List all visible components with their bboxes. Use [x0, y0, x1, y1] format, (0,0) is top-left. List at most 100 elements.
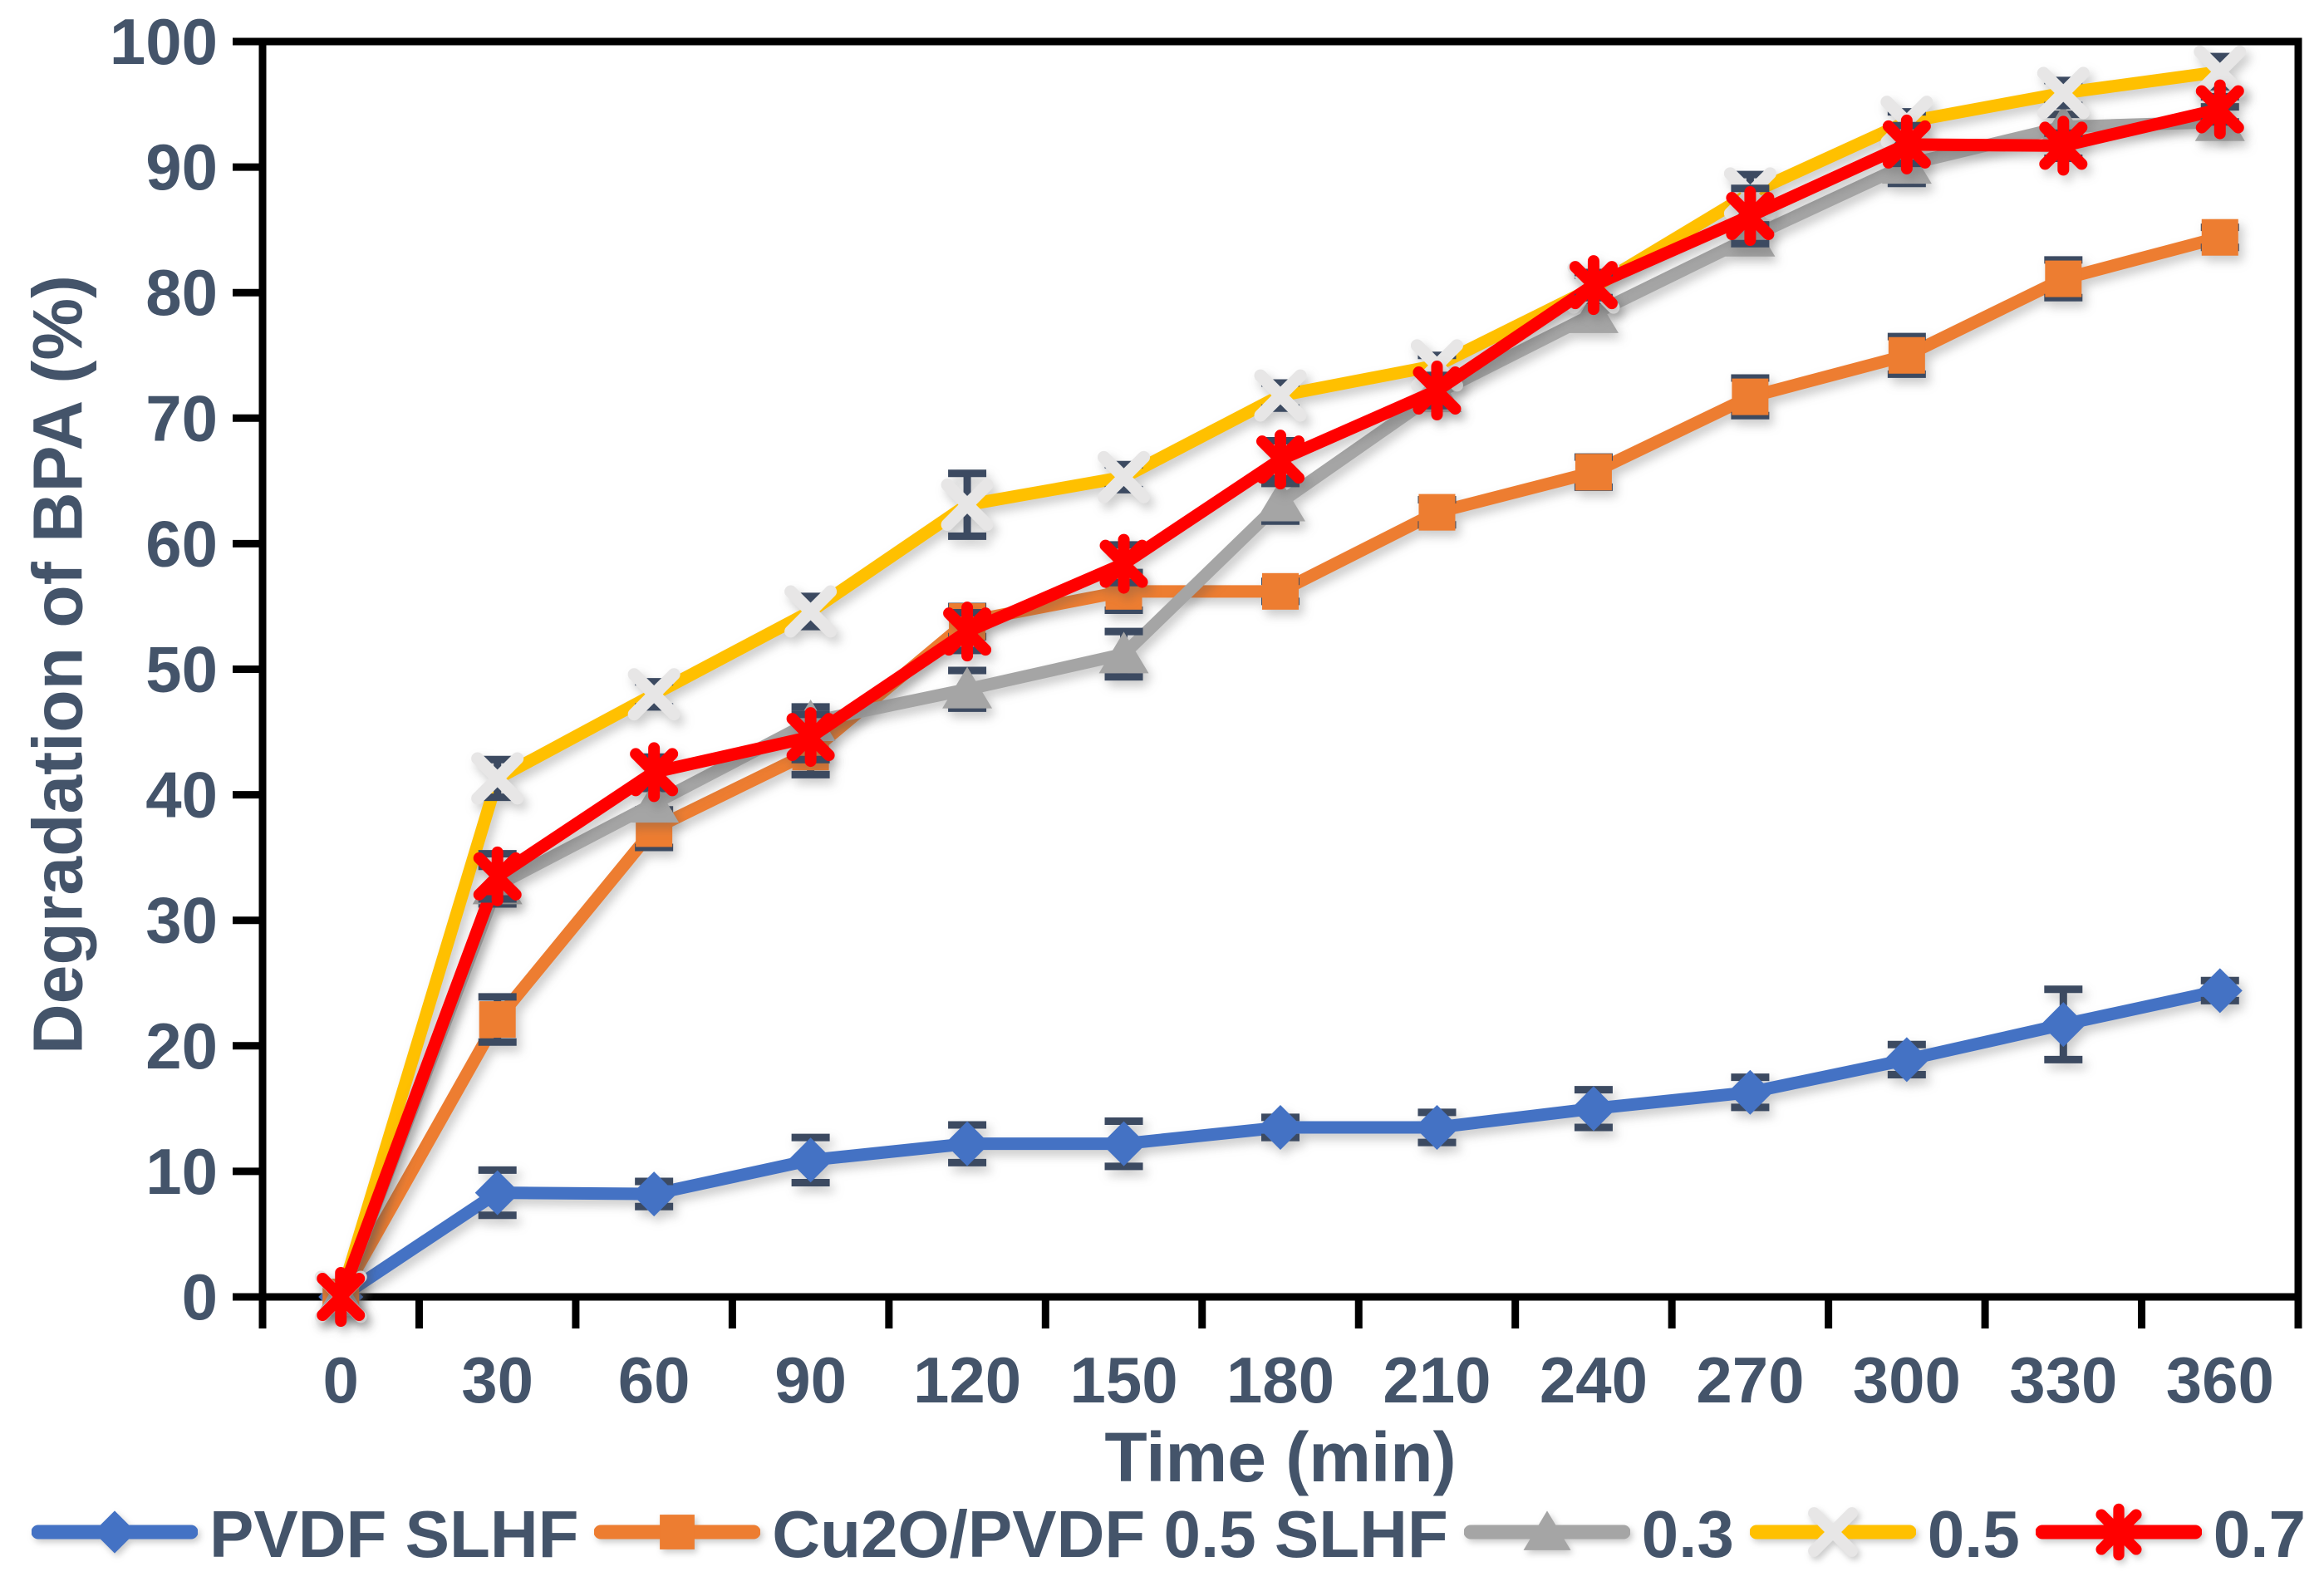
- y-axis-title: Degradation of BPA (%): [18, 275, 97, 1054]
- marker-x: [471, 752, 524, 805]
- x-tick-label: 300: [1853, 1343, 1961, 1417]
- marker-diamond: [2197, 968, 2243, 1014]
- x-tick-label: 90: [774, 1343, 847, 1417]
- marker-square: [2201, 219, 2238, 256]
- x-tick-label: 330: [2009, 1343, 2117, 1417]
- marker-triangle: [1255, 479, 1305, 522]
- marker-asterisk: [1413, 361, 1462, 421]
- legend-swatch: [593, 1515, 761, 1549]
- legend-item: Cu2O/PVDF 0.5 SLHF: [593, 1492, 1448, 1576]
- y-tick-label: 100: [110, 5, 218, 78]
- legend-marker-x-icon: [1749, 1492, 1917, 1576]
- legend-item: 0.3: [1463, 1492, 1734, 1576]
- marker-diamond: [1884, 1037, 1929, 1083]
- legend-label: 0.3: [1641, 1496, 1734, 1571]
- marker-asterisk: [786, 707, 835, 768]
- marker-asterisk: [943, 602, 992, 662]
- marker-x: [627, 668, 680, 721]
- marker-asterisk: [1099, 533, 1148, 594]
- series-0.7: [317, 79, 2244, 1327]
- marker-diamond: [474, 1170, 520, 1215]
- y-tick-label: 60: [145, 507, 218, 580]
- x-tick-label: 120: [913, 1343, 1021, 1417]
- marker-diamond: [945, 1121, 990, 1166]
- marker-diamond: [2041, 1002, 2086, 1048]
- legend-swatch: [1463, 1510, 1631, 1550]
- y-axis: 0 10 20 30 40 50 60 70 80 90 100: [110, 5, 263, 1333]
- legend-label: PVDF SLHF: [209, 1496, 579, 1571]
- marker-square: [1575, 454, 1612, 491]
- legend-swatch: [2035, 1503, 2203, 1561]
- legend-item: 0.5: [1749, 1492, 2020, 1576]
- x-tick-label: 30: [461, 1343, 533, 1417]
- x-tick-label: 360: [2166, 1343, 2274, 1417]
- marker-asterisk: [630, 742, 679, 803]
- marker-x: [1254, 369, 1307, 422]
- legend-marker-asterisk-icon: [2035, 1492, 2203, 1576]
- x-tick-label: 270: [1696, 1343, 1804, 1417]
- series-pvdf-slhf: [318, 968, 2243, 1319]
- marker-x: [784, 585, 838, 638]
- marker-diamond: [1414, 1105, 1460, 1151]
- legend-marker-triangle-icon: [1463, 1492, 1631, 1576]
- legend-label: Cu2O/PVDF 0.5 SLHF: [772, 1496, 1448, 1571]
- markers: [318, 968, 2243, 1319]
- marker-asterisk: [1882, 114, 1931, 174]
- marker-square: [2045, 260, 2082, 297]
- marker-square: [1418, 494, 1456, 531]
- x-tick-label: 180: [1226, 1343, 1334, 1417]
- marker-diamond: [1258, 1105, 1303, 1151]
- legend-marker-square-icon: [593, 1492, 761, 1576]
- legend-label: 0.7: [2213, 1496, 2306, 1571]
- legend: PVDF SLHF Cu2O/PVDF 0.5 SLHF 0.3 0.5 0.7: [31, 1492, 2306, 1576]
- marker-asterisk: [2039, 115, 2088, 176]
- x-tick-label: 210: [1383, 1343, 1491, 1417]
- marker-asterisk: [473, 846, 522, 906]
- marker-x: [1807, 1507, 1858, 1557]
- y-tick-label: 10: [145, 1135, 218, 1208]
- marker-diamond: [631, 1171, 677, 1217]
- x-tick-label: 0: [323, 1343, 359, 1417]
- marker-square: [479, 1001, 516, 1039]
- y-tick-label: 0: [182, 1260, 218, 1333]
- marker-asterisk: [1256, 430, 1304, 490]
- x-tick-label: 60: [618, 1343, 690, 1417]
- marker-square: [660, 1515, 695, 1549]
- y-tick-label: 20: [145, 1009, 218, 1083]
- legend-item: 0.7: [2035, 1492, 2306, 1576]
- marker-x: [941, 479, 994, 532]
- marker-diamond: [1101, 1121, 1147, 1166]
- error-bars: [478, 223, 2239, 1046]
- marker-asterisk: [2195, 79, 2244, 140]
- marker-x: [2037, 66, 2090, 120]
- marker-x: [1098, 450, 1151, 503]
- legend-marker-diamond-icon: [31, 1492, 199, 1576]
- marker-diamond: [93, 1510, 136, 1554]
- legend-swatch: [31, 1510, 199, 1554]
- marker-diamond: [788, 1137, 833, 1183]
- marker-diamond: [1570, 1086, 1616, 1132]
- legend-swatch: [1749, 1507, 1917, 1557]
- y-tick-label: 30: [145, 884, 218, 957]
- y-tick-label: 50: [145, 633, 218, 706]
- x-tick-label: 150: [1069, 1343, 1177, 1417]
- marker-asterisk: [1726, 186, 1775, 247]
- marker-triangle: [1098, 631, 1149, 674]
- marker-asterisk: [1569, 255, 1618, 316]
- marker-triangle: [1523, 1510, 1571, 1550]
- y-tick-label: 40: [145, 759, 218, 832]
- markers: [317, 79, 2244, 1327]
- marker-asterisk: [2096, 1503, 2142, 1561]
- y-tick-label: 90: [145, 130, 218, 204]
- marker-triangle: [942, 666, 993, 709]
- y-tick-label: 80: [145, 256, 218, 329]
- x-tick-label: 240: [1540, 1343, 1648, 1417]
- marker-diamond: [1727, 1069, 1773, 1115]
- x-axis-title: Time (min): [1104, 1418, 1457, 1496]
- marker-square: [1888, 336, 1925, 374]
- marker-asterisk: [317, 1267, 366, 1327]
- marker-x: [2194, 45, 2247, 98]
- legend-label: 0.5: [1927, 1496, 2020, 1571]
